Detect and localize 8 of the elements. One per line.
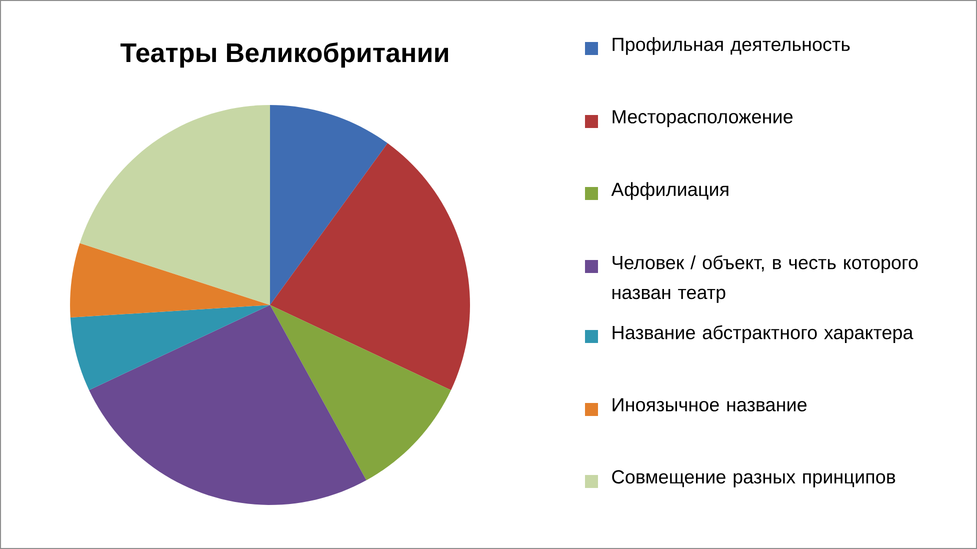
legend-label: Совмещение разных принципов: [612, 470, 896, 488]
chart-title: Театры Великобритании: [120, 42, 448, 68]
legend-label: Месторасположение: [612, 110, 793, 128]
legend-label: Иноязычное название: [612, 398, 807, 412]
legend-label: Аффилиация: [611, 182, 728, 200]
legend-label: Профильная деятельность: [612, 37, 850, 55]
legend-label: Человек / объект, в честь которого назван театр: [612, 255, 918, 303]
legend-label: Название абстрактного характера: [612, 325, 914, 343]
